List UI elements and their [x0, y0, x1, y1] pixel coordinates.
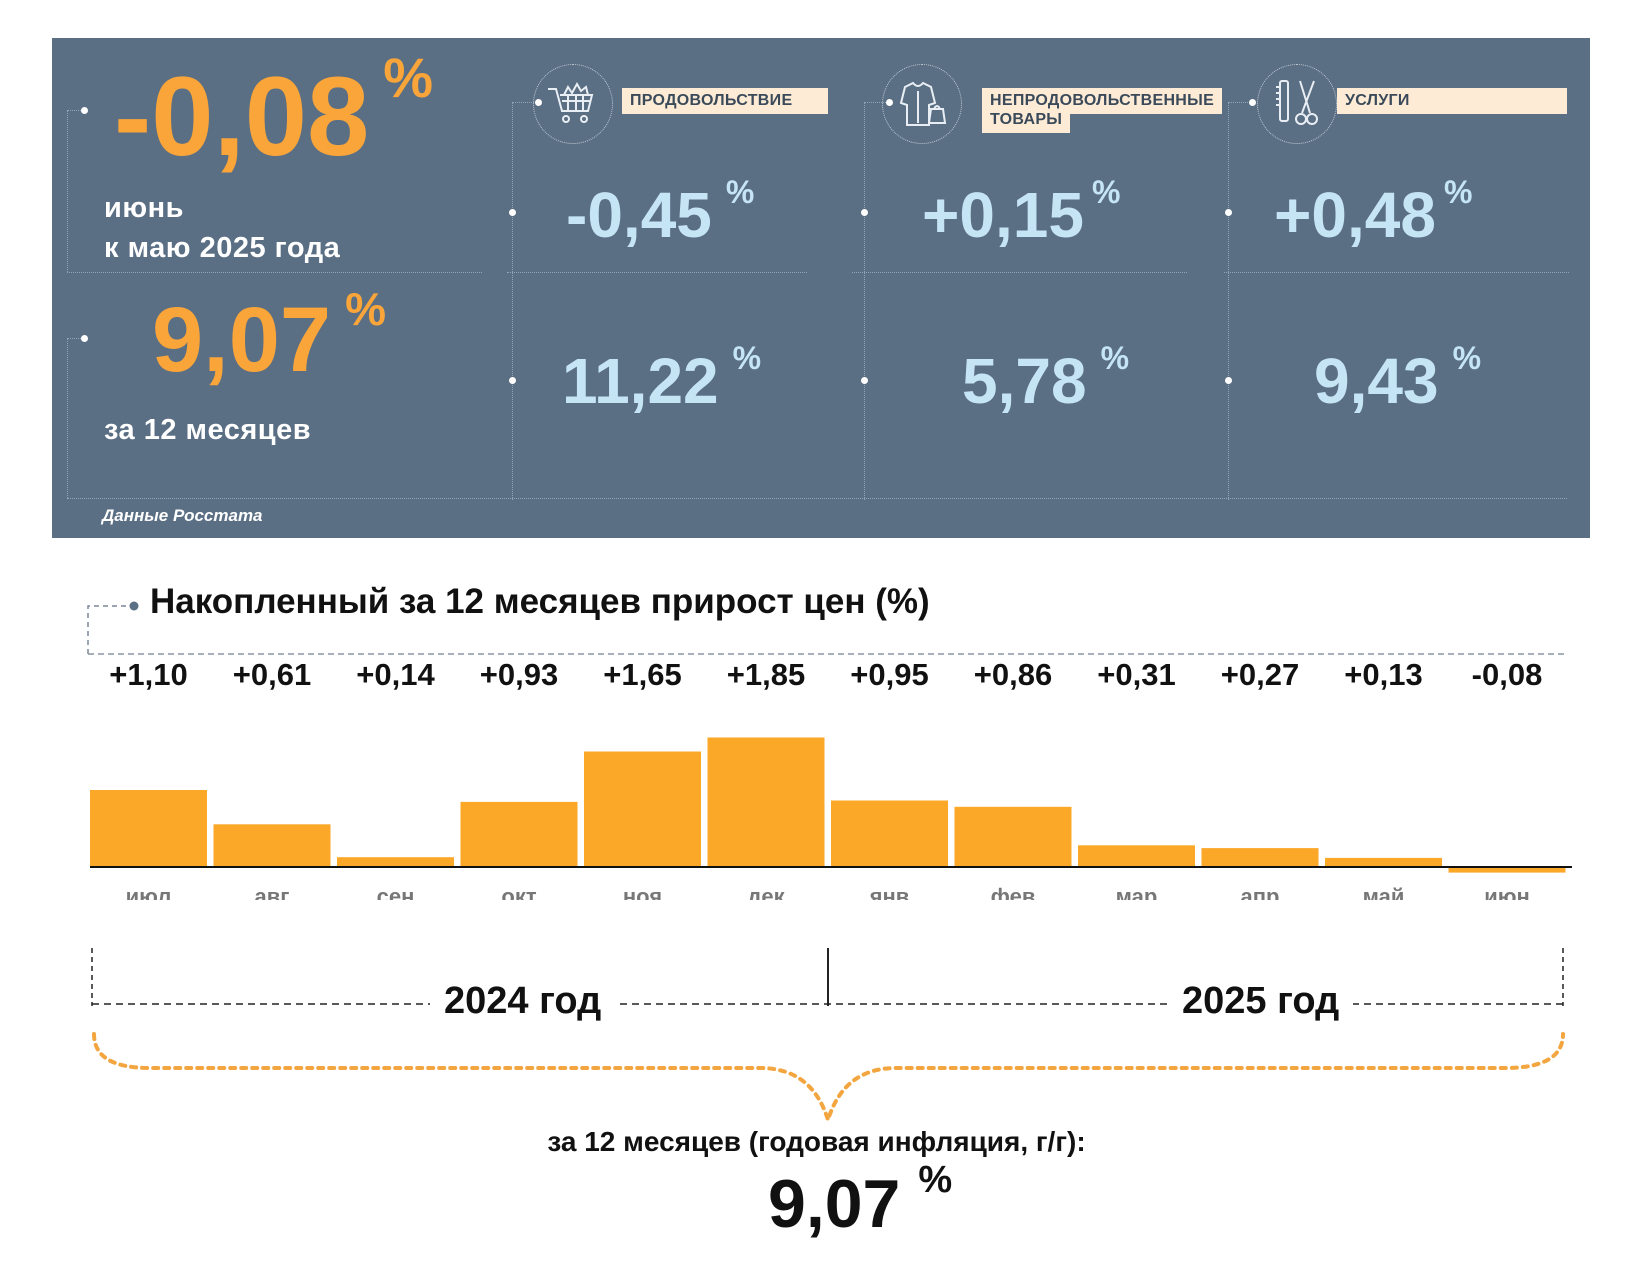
- bar-июн: [1448, 867, 1566, 873]
- value-label-окт: +0,93: [480, 657, 558, 692]
- value-label-июл: +1,10: [109, 657, 187, 692]
- bar-мар: [1078, 845, 1195, 867]
- value-label-апр: +0,27: [1221, 657, 1299, 692]
- category-label-май: май: [1363, 884, 1405, 900]
- inflation-summary-panel: -0,08% июнь к маю 2025 года 9,07% за 12 …: [52, 38, 1590, 538]
- divider: [512, 102, 513, 500]
- divider: [67, 110, 68, 272]
- nonfood-annual-value: 5,78%: [962, 340, 1130, 417]
- services-annual-value: 9,43%: [1314, 340, 1482, 417]
- bar-янв: [831, 800, 948, 867]
- bar-сен: [337, 857, 454, 867]
- value-label-май: +0,13: [1344, 657, 1422, 692]
- category-label-окт: окт: [501, 884, 536, 900]
- clothes-icon: [882, 64, 962, 144]
- divider: [67, 272, 482, 273]
- category-label-июн: июн: [1484, 884, 1530, 900]
- bar-июл: [90, 790, 207, 867]
- year-2024-label: 2024 год: [430, 980, 616, 1023]
- chart-title: Накопленный за 12 месяцев прирост цен (%…: [150, 582, 930, 621]
- annual-inflation-label: за 12 месяцев (годовая инфляция, г/г):: [547, 1126, 1086, 1157]
- divider: [864, 102, 865, 500]
- category-label-июл: июл: [126, 884, 172, 900]
- annual-inflation-total: 9,07%: [768, 1159, 953, 1242]
- value-label-фев: +0,86: [974, 657, 1052, 692]
- bar-май: [1325, 857, 1442, 867]
- scissors-comb-icon: [1257, 64, 1337, 144]
- chart-title-bracket: [87, 601, 1565, 655]
- shopping-cart-icon: [533, 64, 613, 144]
- monthly-price-growth-chart: +1,10 июл +0,61 авг +0,14 сен +0,93 окт +1,65 ноя…: [90, 657, 1572, 900]
- year-2025-label: 2025 год: [1168, 980, 1354, 1023]
- year-brackets: [91, 948, 1565, 1127]
- divider: [67, 338, 68, 498]
- category-label-nonfood-line2: ТОВАРЫ: [982, 110, 1071, 133]
- divider: [67, 498, 1567, 499]
- bar-окт: [460, 801, 578, 867]
- value-label-дек: +1,85: [727, 657, 805, 692]
- monthly-caption: июнь к маю 2025 года: [104, 192, 341, 264]
- bar-ноя: [584, 751, 701, 867]
- value-label-мар: +0,31: [1097, 657, 1175, 692]
- category-label-мар: мар: [1116, 884, 1158, 900]
- divider: [507, 272, 807, 273]
- category-label-services: УСЛУГИ: [1337, 88, 1567, 114]
- nonfood-monthly-value: +0,15%: [922, 174, 1121, 251]
- bar-дек: [707, 737, 825, 867]
- value-label-ноя: +1,65: [603, 657, 681, 692]
- food-annual-value: 11,22%: [562, 340, 762, 417]
- value-label-янв: +0,95: [850, 657, 928, 692]
- divider: [1228, 102, 1229, 500]
- value-label-июн: -0,08: [1472, 657, 1543, 692]
- category-label-авг: авг: [255, 884, 290, 900]
- category-label-янв: янв: [869, 884, 910, 900]
- category-label-nonfood: НЕПРОДОВОЛЬСТВЕННЫЕ: [982, 88, 1223, 114]
- monthly-inflation-value: -0,08%: [114, 46, 434, 179]
- category-label-фев: фев: [991, 884, 1036, 900]
- bar-апр: [1201, 848, 1319, 867]
- annual-caption: за 12 месяцев: [104, 414, 312, 446]
- category-label-сен: сен: [377, 884, 415, 900]
- services-monthly-value: +0,48%: [1274, 174, 1473, 251]
- bar-авг: [213, 824, 331, 867]
- value-label-авг: +0,61: [233, 657, 311, 692]
- category-label-апр: апр: [1241, 884, 1280, 900]
- divider: [1224, 272, 1569, 273]
- category-label-food: ПРОДОВОЛЬСТВИЕ: [622, 88, 828, 114]
- value-label-сен: +0,14: [356, 657, 435, 692]
- annual-inflation-value: 9,07%: [152, 283, 386, 391]
- bar-фев: [954, 806, 1072, 867]
- divider: [852, 272, 1187, 273]
- data-source: Данные Росстата: [102, 506, 263, 525]
- food-monthly-value: -0,45%: [566, 174, 755, 251]
- category-label-ноя: ноя: [623, 884, 662, 900]
- category-label-дек: дек: [747, 884, 785, 900]
